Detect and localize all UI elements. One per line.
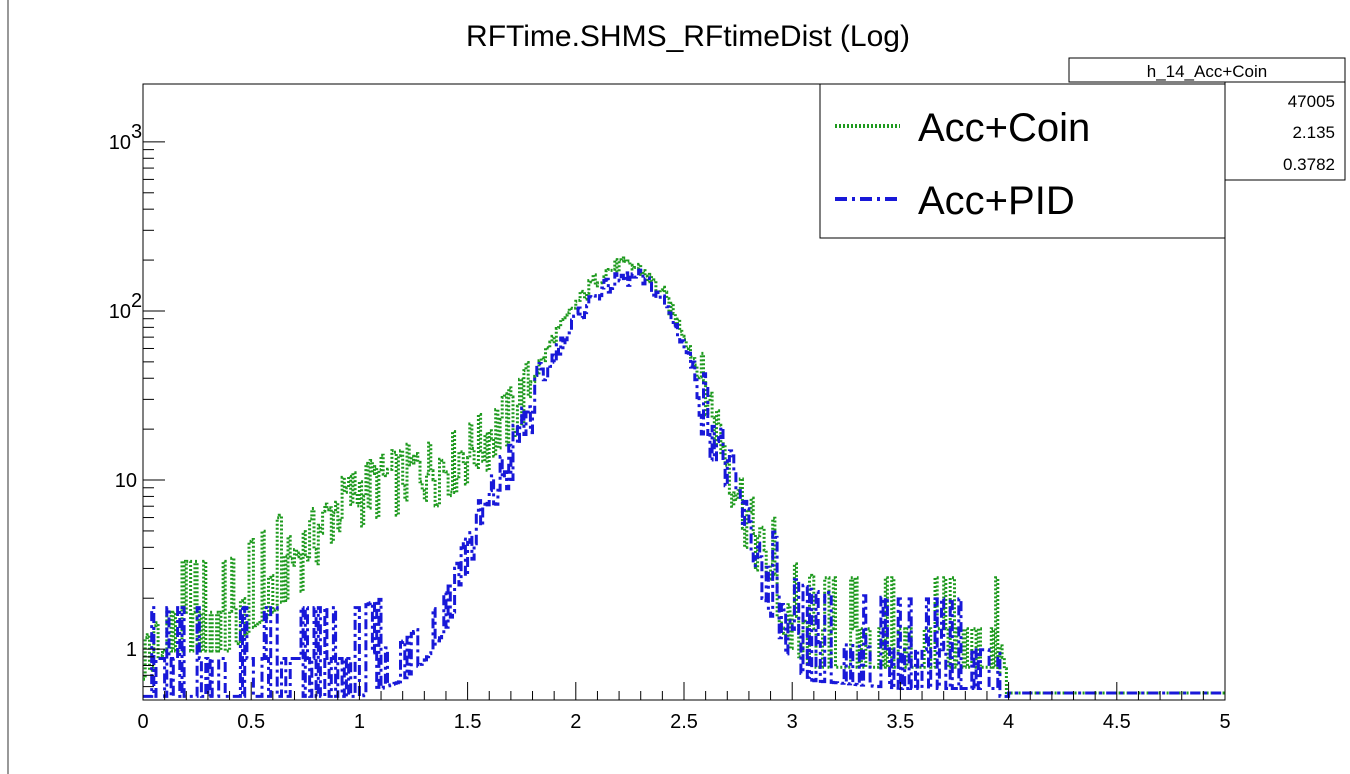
x-tick-label: 0.5 xyxy=(237,711,265,733)
y-tick-label: 10 xyxy=(109,301,131,323)
x-tick-label: 4.5 xyxy=(1103,711,1131,733)
y-tick-exponent: 2 xyxy=(131,290,142,312)
stats-box-name: h_14_Acc+Coin xyxy=(1147,62,1268,81)
stats-box: h_14_Acc+Coin 47005 2.135 0.3782 xyxy=(1068,57,1346,181)
legend-frame xyxy=(819,83,1226,239)
x-tick-label: 3 xyxy=(787,711,798,733)
x-tick-label: 0 xyxy=(137,711,148,733)
x-tick-label: 5 xyxy=(1219,711,1230,733)
stats-stddev: 0.3782 xyxy=(1283,155,1335,174)
x-tick-label: 3.5 xyxy=(886,711,914,733)
stats-values-frame xyxy=(1224,81,1346,181)
x-axis: 0 0.5 1 1.5 2 2.5 3 3.5 4 4.5 5 xyxy=(137,682,1231,733)
x-tick-label: 2.5 xyxy=(670,711,698,733)
stats-entries: 47005 xyxy=(1288,92,1335,111)
legend: Acc+Coin Acc+PID xyxy=(819,83,1226,239)
stats-mean: 2.135 xyxy=(1292,123,1335,142)
x-tick-label: 2 xyxy=(570,711,581,733)
chart-title: RFTime.SHMS_RFtimeDist (Log) xyxy=(466,20,910,53)
y-tick-label: 1 xyxy=(126,639,137,661)
x-tick-label: 1.5 xyxy=(454,711,482,733)
histogram-acc-pid xyxy=(143,268,1225,698)
y-tick-label: 10 xyxy=(115,470,137,492)
data-layer xyxy=(143,256,1225,698)
histogram-acc-coin xyxy=(143,256,1225,698)
y-tick-exponent: 3 xyxy=(131,121,142,143)
y-tick-label: 10 xyxy=(109,132,131,154)
x-tick-label: 1 xyxy=(354,711,365,733)
legend-label-acc-coin: Acc+Coin xyxy=(918,106,1090,150)
legend-label-acc-pid: Acc+PID xyxy=(918,179,1075,223)
stats-header-frame xyxy=(1068,57,1346,83)
x-tick-label: 4 xyxy=(1003,711,1014,733)
